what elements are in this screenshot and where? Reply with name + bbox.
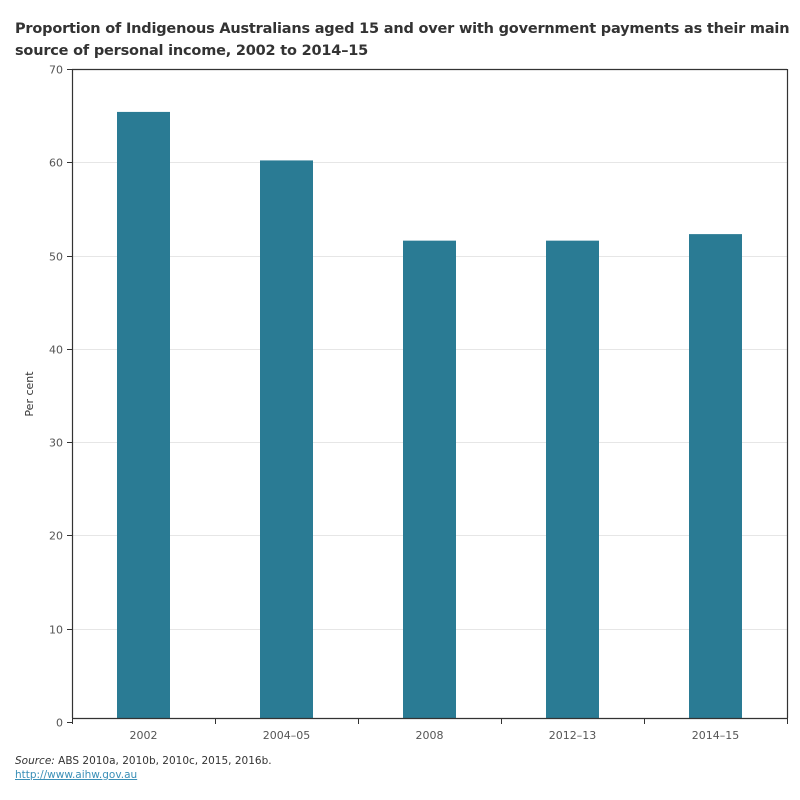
x-tick-label: 2004–05 [263, 729, 311, 742]
bar[interactable] [260, 160, 313, 719]
x-tick-label: 2008 [416, 729, 444, 742]
aihw-link[interactable]: http://www.aihw.gov.au [15, 769, 138, 781]
x-tick-label: 2002 [130, 729, 158, 742]
y-tick-label: 50 [49, 251, 63, 264]
source-text: ABS 2010a, 2010b, 2010c, 2015, 2016b. [54, 755, 272, 767]
y-tick-label: 30 [49, 437, 63, 450]
bars [117, 111, 742, 719]
y-tick-label: 0 [56, 717, 63, 730]
bar[interactable] [117, 111, 170, 718]
x-axis-ticks: 2002 2004–05 2008 2012–13 2014–15 [72, 718, 788, 742]
x-tick-label: 2014–15 [692, 729, 740, 742]
source-note: Source: ABS 2010a, 2010b, 2010c, 2015, 2… [15, 754, 272, 768]
bar[interactable] [689, 234, 742, 718]
y-tick-label: 70 [49, 64, 63, 77]
bar[interactable] [403, 240, 456, 718]
source-label: Source: [15, 755, 55, 767]
y-axis-ticks: 0 10 20 30 40 50 60 70 [49, 64, 72, 730]
bar[interactable] [546, 240, 599, 718]
chart-title: Proportion of Indigenous Australians age… [15, 21, 790, 59]
y-tick-label: 40 [49, 344, 63, 357]
axes [71, 68, 789, 720]
y-tick-label: 60 [49, 157, 63, 170]
y-tick-label: 20 [49, 530, 63, 543]
x-tick-label: 2012–13 [549, 729, 597, 742]
y-axis-title: Per cent [23, 371, 36, 417]
y-tick-label: 10 [49, 624, 63, 637]
footer: Source: ABS 2010a, 2010b, 2010c, 2015, 2… [15, 754, 272, 782]
